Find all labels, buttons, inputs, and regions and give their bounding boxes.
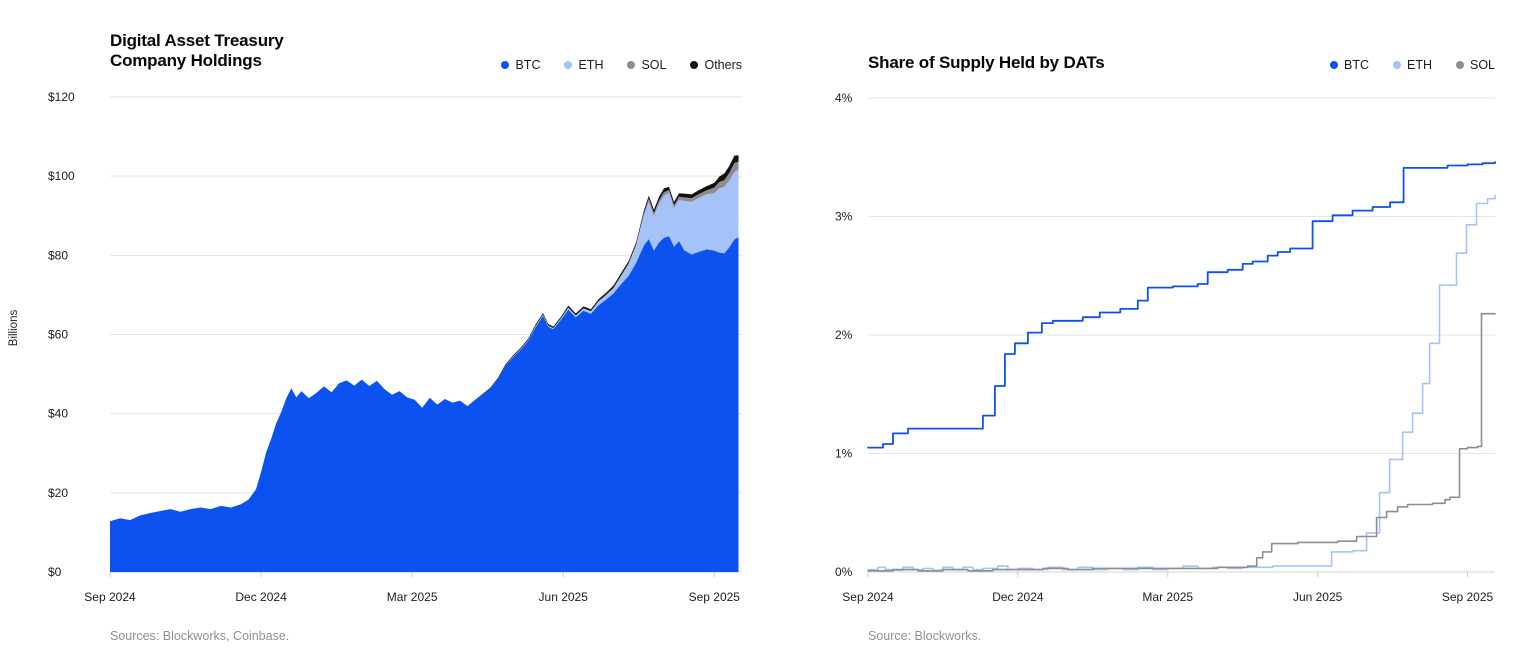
x-axis-tick-label: Dec 2024 — [992, 590, 1044, 604]
legend-label: Others — [704, 58, 742, 72]
legend-item-sol[interactable]: SOL — [1455, 58, 1495, 72]
legend-item-eth[interactable]: ETH — [564, 58, 603, 72]
legend-item-btc[interactable]: BTC — [1329, 58, 1369, 72]
legend-item-eth[interactable]: ETH — [1392, 58, 1432, 72]
legend-label: ETH — [578, 58, 604, 72]
line-series-eth — [867, 194, 1496, 571]
legend-label: BTC — [515, 58, 541, 72]
legend-label: SOL — [641, 58, 667, 72]
sol-legend-dot-icon — [1455, 61, 1464, 69]
supply-plot: 0% 1% 2% 3% 4% Sep 2024 Dec 2024 Mar 2025 Jun 20… — [835, 91, 1496, 604]
legend-label: BTC — [1343, 58, 1369, 72]
x-axis-tick-label: Mar 2025 — [387, 590, 438, 604]
line-series-btc — [867, 161, 1496, 449]
legend-label: SOL — [1469, 58, 1495, 72]
x-axis-tick-label: Sep 2024 — [842, 590, 894, 604]
x-axis-tick-label: Jun 2025 — [539, 590, 589, 604]
y-axis-tick-label: $120 — [48, 90, 75, 104]
y-axis-tick-label: 2% — [835, 328, 853, 342]
legend-item-others[interactable]: Others — [690, 58, 742, 72]
x-axis-tick-label: Sep 2024 — [84, 590, 136, 604]
y-axis-tick-label: $40 — [48, 407, 68, 421]
supply-source-note: Source: Blockworks. — [868, 629, 982, 643]
eth-legend-dot-icon — [1392, 61, 1401, 69]
eth-legend-dot-icon — [564, 61, 573, 69]
x-axis-tick-label: Sep 2025 — [1442, 590, 1494, 604]
supply-legend: BTC ETH SOL — [868, 58, 1495, 72]
sol-legend-dot-icon — [627, 61, 636, 69]
y-axis-tick-label: 4% — [835, 91, 853, 105]
x-axis-tick-label: Dec 2024 — [235, 590, 287, 604]
y-axis-tick-label: 3% — [835, 210, 853, 224]
holdings-title-line-1: Digital Asset Treasury — [110, 31, 284, 50]
holdings-title-line-2: Company Holdings — [110, 51, 262, 70]
y-axis-tick-label: $80 — [48, 248, 68, 262]
holdings-chart-title: Digital Asset Treasury Company Holdings — [110, 31, 284, 71]
supply-chart-title: Share of Supply Held by DATs — [868, 53, 1105, 73]
holdings-y-axis-title: Billions — [8, 309, 20, 347]
y-axis-tick-label: 1% — [835, 447, 853, 461]
legend-label: ETH — [1406, 58, 1432, 72]
btc-legend-dot-icon — [1329, 61, 1338, 69]
supply-chart-panel: 0% 1% 2% 3% 4% Sep 2024 Dec 2024 Mar 2025 Jun 20… — [763, 0, 1525, 669]
y-axis-tick-label: $100 — [48, 169, 75, 183]
holdings-legend: BTC ETH SOL Others — [110, 58, 742, 72]
holdings-chart-panel: $0 $20 $40 $60 $80 $100 $120 Sep 2024 Dec 2024 Ma… — [0, 0, 762, 669]
holdings-source-note: Sources: Blockworks, Coinbase. — [110, 629, 290, 643]
y-axis-tick-label: 0% — [835, 565, 853, 579]
y-axis-tick-label: $60 — [48, 328, 68, 342]
btc-legend-dot-icon — [501, 61, 510, 69]
legend-item-btc[interactable]: BTC — [501, 58, 540, 72]
legend-item-sol[interactable]: SOL — [627, 58, 666, 72]
others-legend-dot-icon — [690, 61, 699, 69]
supply-title-line-1: Share of Supply Held by DATs — [868, 53, 1105, 72]
x-axis-tick-label: Sep 2025 — [689, 590, 741, 604]
y-axis-tick-label: $0 — [48, 565, 62, 579]
x-axis-tick-label: Mar 2025 — [1142, 590, 1193, 604]
x-axis-tick-label: Jun 2025 — [1293, 590, 1343, 604]
holdings-plot: $0 $20 $40 $60 $80 $100 $120 Sep 2024 Dec 2024 Ma… — [48, 90, 742, 604]
area-series-btc — [110, 236, 739, 573]
line-series-sol — [867, 312, 1496, 572]
y-axis-tick-label: $20 — [48, 486, 68, 500]
